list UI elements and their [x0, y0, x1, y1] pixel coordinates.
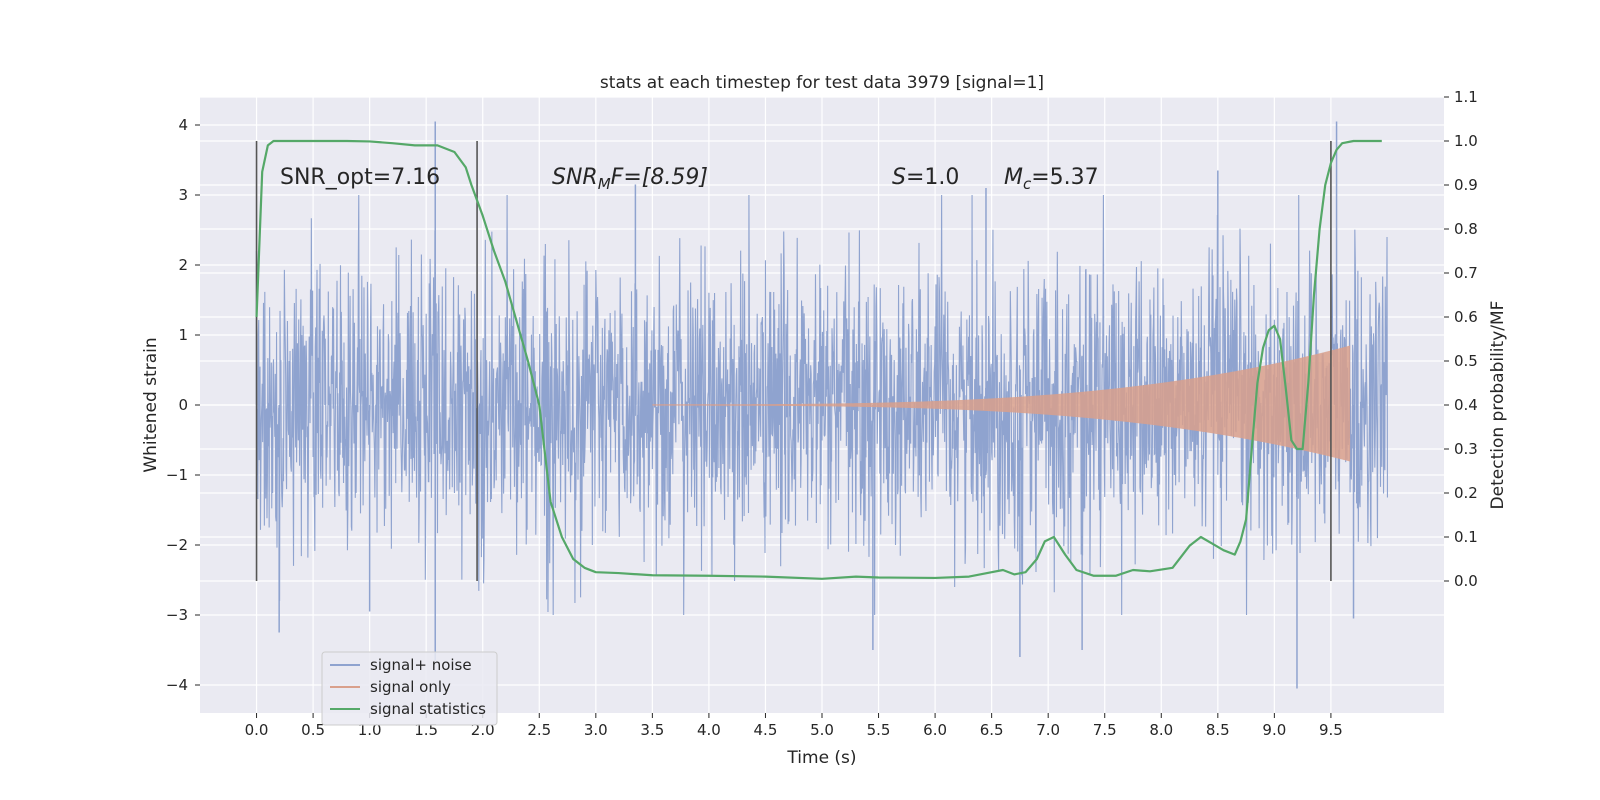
x-tick-label: 4.5 [754, 721, 778, 739]
x-tick-label: 2.5 [527, 721, 551, 739]
annotation-s-symbol: S [892, 165, 906, 190]
legend-label-statistics: signal statistics [370, 700, 486, 718]
x-tick-label: 5.0 [810, 721, 834, 739]
y-right-ticks: 1.1 1.0 0.9 0.8 0.7 0.6 0.5 0.4 0.3 0.2 0.1 0.0 [1444, 88, 1478, 590]
y-tick-label: 1 [178, 326, 188, 344]
chirp-series [652, 345, 1351, 462]
legend-label-signal: signal only [370, 678, 451, 696]
y-tick-label: 0 [178, 396, 188, 414]
y-right-tick-label: 1.0 [1454, 132, 1478, 150]
y-right-tick-label: 0.6 [1454, 308, 1478, 326]
annotation-s-value: =1.0 [906, 165, 959, 190]
legend: signal+ noise signal only signal statist… [321, 651, 498, 726]
y-tick-label: −3 [166, 606, 188, 624]
y-tick-label: 3 [178, 186, 188, 204]
annotation-mc-subscript: c [1023, 175, 1032, 193]
marker-lines [255, 141, 1332, 581]
legend-box [321, 651, 498, 726]
y-right-tick-label: 0.8 [1454, 220, 1478, 238]
y-right-tick-label: 0.9 [1454, 176, 1478, 194]
annotation-s: S=1.0 [892, 165, 959, 190]
y-ticks: 4 3 2 1 0 −1 −2 −3 −4 [166, 116, 200, 694]
statistics-series [255, 139, 1382, 580]
x-tick-label: 8.0 [1149, 721, 1173, 739]
chirp-envelope [652, 345, 1351, 462]
annotation-snr-mf-value: F=[8.59] [611, 165, 708, 190]
y-right-tick-label: 0.2 [1454, 484, 1478, 502]
x-tick-label: 0.0 [245, 721, 269, 739]
x-tick-label: 9.0 [1262, 721, 1286, 739]
annotation-snr-mf-symbol: SNR [552, 165, 598, 190]
x-tick-label: 9.5 [1319, 721, 1343, 739]
y-right-tick-label: 0.0 [1454, 572, 1478, 590]
legend-label-noise: signal+ noise [370, 656, 472, 674]
y-right-tick-label: 0.7 [1454, 264, 1478, 282]
x-tick-label: 3.0 [584, 721, 608, 739]
y-tick-label: 2 [178, 256, 188, 274]
y-right-tick-label: 1.1 [1454, 88, 1478, 106]
x-tick-label: 0.5 [301, 721, 325, 739]
y-tick-label: −1 [166, 466, 188, 484]
annotation-snr-opt: SNR_opt=7.16 [280, 165, 440, 190]
x-tick-label: 7.0 [1036, 721, 1060, 739]
chart-title: stats at each timestep for test data 397… [600, 73, 1044, 93]
y-axis-label: Whitened strain [141, 337, 161, 472]
y-tick-label: 4 [178, 116, 188, 134]
annotation-snr-mf: SNRMF=[8.59] [552, 165, 708, 193]
x-tick-label: 5.5 [867, 721, 891, 739]
y-tick-label: −4 [166, 676, 188, 694]
x-axis-label: Time (s) [786, 748, 856, 768]
statistics-line [255, 139, 1382, 580]
x-tick-label: 7.5 [1093, 721, 1117, 739]
noise-trace [256, 194, 1388, 616]
x-tick-label: 8.5 [1206, 721, 1230, 739]
annotation-mc-value: =5.37 [1031, 165, 1098, 190]
y-right-axis-label: Detection probability/MF [1488, 301, 1508, 510]
x-tick-label: 6.0 [923, 721, 947, 739]
x-tick-label: 3.5 [640, 721, 664, 739]
annotation-mc-symbol: M [1004, 165, 1023, 190]
x-tick-label: 6.5 [980, 721, 1004, 739]
y-tick-label: −2 [166, 536, 188, 554]
y-right-tick-label: 0.5 [1454, 352, 1478, 370]
y-right-tick-label: 0.4 [1454, 396, 1478, 414]
annotation-mc: Mc=5.37 [1004, 165, 1099, 193]
x-tick-label: 4.0 [697, 721, 721, 739]
annotation-snr-mf-subscript: M [598, 175, 611, 193]
noise-series [255, 121, 1388, 689]
y-right-tick-label: 0.1 [1454, 528, 1478, 546]
y-right-tick-label: 0.3 [1454, 440, 1478, 458]
